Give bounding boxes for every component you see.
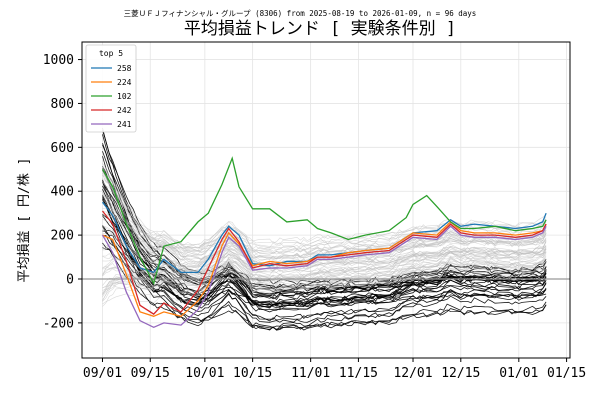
x-tick-label: 01/01 [499, 366, 538, 381]
other-series-line [102, 181, 547, 283]
other-series-line [102, 243, 547, 284]
other-series-line [102, 251, 547, 298]
x-tick-label: 11/01 [291, 366, 330, 381]
other-series-line [102, 181, 547, 250]
series-line-102 [101, 156, 547, 286]
y-tick-label: 400 [51, 185, 74, 200]
other-series-line [102, 192, 547, 289]
other-series-line [102, 175, 547, 252]
series-line-242 [101, 210, 547, 315]
other-series-line [102, 240, 547, 286]
y-tick-label: 1000 [43, 53, 74, 68]
chart-subtitle: 三菱ＵＦＪフィナンシャル・グループ (8306) from 2025-08-19… [124, 8, 477, 18]
other-series-line [102, 196, 547, 313]
legend-label-224: 224 [117, 78, 132, 87]
other-series-line [102, 241, 547, 286]
top-series [101, 156, 547, 329]
x-tick-label: 12/15 [441, 366, 480, 381]
series-line-224 [102, 221, 547, 318]
legend-box [85, 44, 137, 133]
y-tick-label: -200 [43, 316, 74, 331]
other-series-line [102, 256, 547, 296]
x-tick-label: 09/15 [131, 366, 170, 381]
other-series-line [102, 252, 547, 296]
y-axis-label: 平均損益 [ 円/株 ] [17, 158, 32, 283]
other-series-line [102, 241, 547, 291]
other-series-line [102, 262, 547, 297]
y-tick-label: 800 [51, 97, 74, 112]
series-line-241 [101, 225, 547, 329]
axes-frame [81, 41, 571, 359]
other-series-line [102, 185, 547, 331]
x-ticks: 09/01 09/15 10/01 10/15 11/01 11/15 12/01 12/15… [83, 358, 586, 381]
other-series-line [102, 166, 547, 279]
other-series-line [102, 230, 547, 328]
other-series-line [102, 180, 547, 307]
x-tick-label: 11/15 [339, 366, 378, 381]
other-series-line [102, 214, 547, 246]
x-tick-label: 10/15 [233, 366, 272, 381]
chart-title: 平均損益トレンド [ 実験条件別 ] [184, 19, 456, 39]
x-tick-label: 10/01 [185, 366, 224, 381]
legend-label-241: 241 [117, 120, 132, 129]
x-tick-label: 01/15 [547, 366, 586, 381]
legend-title: top 5 [99, 49, 123, 58]
legend-label-258: 258 [117, 64, 132, 73]
other-series-line [102, 233, 547, 295]
other-series-line [102, 215, 547, 308]
legend-label-242: 242 [117, 106, 132, 115]
legend: top 5 258 224 102 242 241 [85, 44, 137, 133]
y-tick-label: 600 [51, 141, 74, 156]
axes [81, 41, 571, 359]
y-tick-label: 0 [66, 273, 74, 288]
other-series-line [102, 238, 547, 302]
y-ticks: -200 0 200 400 600 800 1000 [43, 53, 82, 331]
other-series-line [102, 195, 547, 323]
legend-items: 258 224 102 242 241 [91, 64, 132, 129]
other-series-line [102, 218, 547, 252]
x-tick-label: 09/01 [83, 366, 122, 381]
x-tick-label: 12/01 [393, 366, 432, 381]
y-tick-label: 200 [51, 229, 74, 244]
legend-label-102: 102 [117, 92, 132, 101]
